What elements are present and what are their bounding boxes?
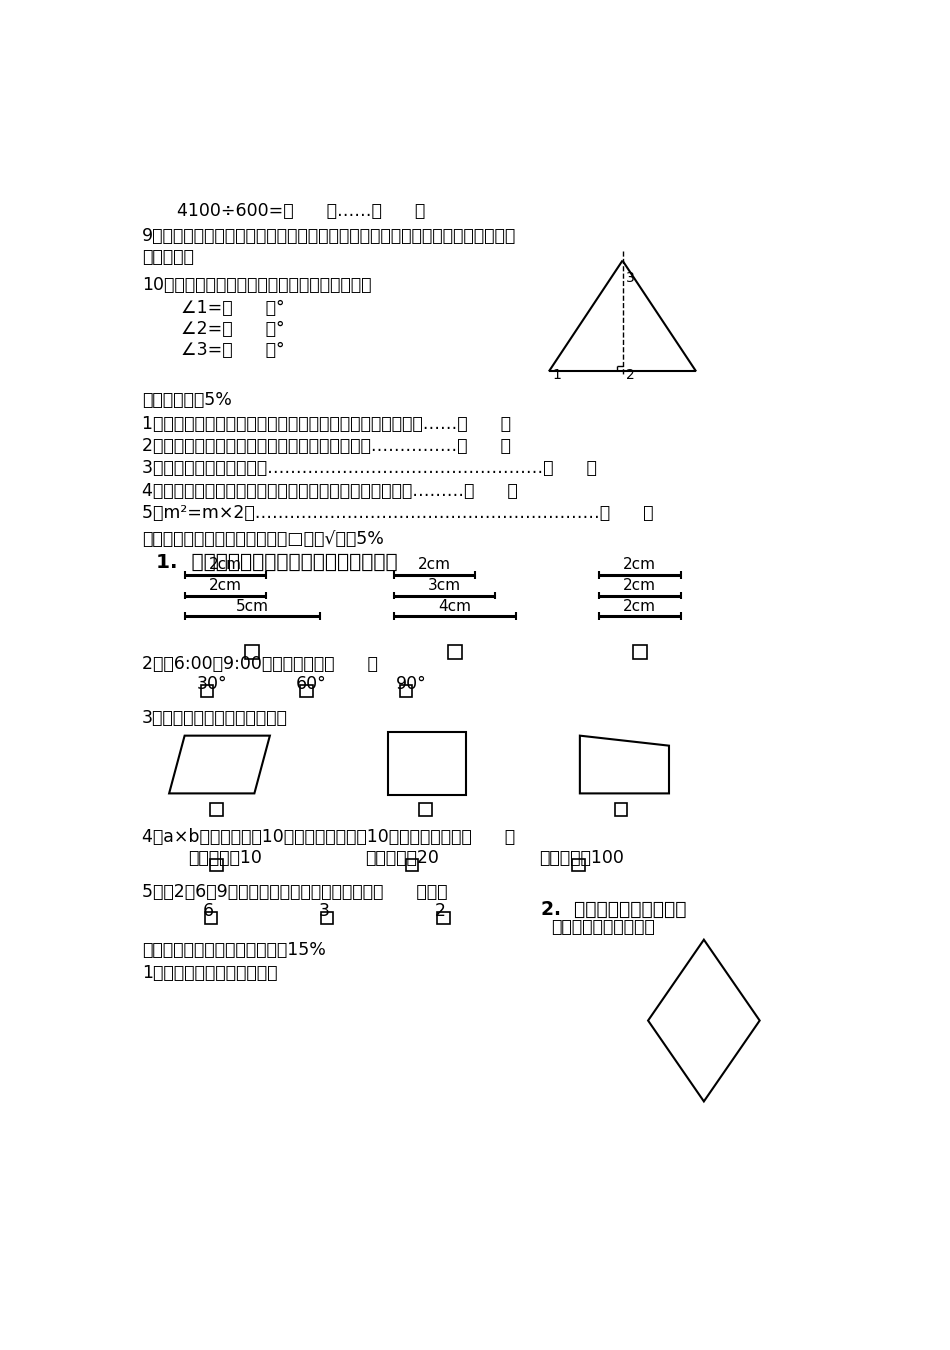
Bar <box>321 913 333 925</box>
Bar <box>448 645 462 659</box>
Text: ）场比赛。: ）场比赛。 <box>142 248 194 266</box>
Bar <box>210 859 222 871</box>
Text: 2: 2 <box>435 902 446 919</box>
Text: 2cm: 2cm <box>208 578 241 593</box>
Text: 2cm: 2cm <box>623 558 656 572</box>
Text: 3、三角形是轴对称图形。…………………………………………（      ）: 3、三角形是轴对称图形。…………………………………………（ ） <box>142 459 597 477</box>
Text: 原来的积乘20: 原来的积乘20 <box>365 849 439 867</box>
Bar <box>300 684 313 697</box>
Text: ∠1=（      ）°: ∠1=（ ）° <box>180 300 284 317</box>
Text: 2: 2 <box>626 367 635 382</box>
Text: 2cm: 2cm <box>418 558 450 572</box>
Bar <box>437 913 449 925</box>
Bar <box>245 645 259 659</box>
Bar <box>210 803 222 815</box>
Text: ∠2=（      ）°: ∠2=（ ）° <box>180 320 284 338</box>
Text: 4、a×b的一个乘数乘10，另一个乘数也乘10，所得的积等于（      ）: 4、a×b的一个乘数乘10，另一个乘数也乘10，所得的积等于（ ） <box>142 828 515 846</box>
Text: 9、四年级五个班的同学进行拔河比赛，每个班之间进行一场比赛，一共要进行（: 9、四年级五个班的同学进行拔河比赛，每个班之间进行一场比赛，一共要进行（ <box>142 227 516 246</box>
Text: ∠3=（      ）°: ∠3=（ ）° <box>180 340 284 359</box>
Text: 2cm: 2cm <box>208 558 241 572</box>
Text: 原来的积乘100: 原来的积乘100 <box>540 849 624 867</box>
Text: 三、判断题。5%: 三、判断题。5% <box>142 392 232 409</box>
Text: 3、哪个图形不是轴对称图形？: 3、哪个图形不是轴对称图形？ <box>142 709 288 726</box>
Text: 2、从6:00到9:00，时针旋转了（      ）: 2、从6:00到9:00，时针旋转了（ ） <box>142 655 378 672</box>
Text: 2.  画出下面图形的对称轴: 2. 画出下面图形的对称轴 <box>542 899 687 918</box>
Text: 5cm: 5cm <box>236 599 269 614</box>
Text: 4、在一道算式中添减括号，可以改变这道题的运算顺序。………（      ）: 4、在一道算式中添减括号，可以改变这道题的运算顺序。………（ ） <box>142 482 518 500</box>
Bar <box>420 803 432 815</box>
Text: 3: 3 <box>318 902 330 919</box>
Text: 6: 6 <box>202 902 214 919</box>
Text: 10、右边是一个等边三角形和它的一条对称轴。: 10、右边是一个等边三角形和它的一条对称轴。 <box>142 275 371 294</box>
Bar <box>633 645 647 659</box>
Text: 2、所有的素数都是奇数，所有的合数都是偶数。……………（      ）: 2、所有的素数都是奇数，所有的合数都是偶数。……………（ ） <box>142 437 511 455</box>
Text: 五、根据要求画一画，填一填。15%: 五、根据要求画一画，填一填。15% <box>142 941 326 960</box>
Text: 1、在下面梯形里画一条高，: 1、在下面梯形里画一条高， <box>142 964 277 983</box>
Bar <box>615 803 627 815</box>
Text: 5、由2、6、9三个数字组成的不同的三位数有（      ）个。: 5、由2、6、9三个数字组成的不同的三位数有（ ）个。 <box>142 883 447 900</box>
Text: 3cm: 3cm <box>428 578 461 593</box>
Bar <box>400 684 412 697</box>
Text: 原来的积乘10: 原来的积乘10 <box>188 849 262 867</box>
Text: 4cm: 4cm <box>439 599 471 614</box>
Text: 60°: 60° <box>295 675 326 693</box>
Bar <box>200 684 214 697</box>
Text: 30°: 30° <box>197 675 227 693</box>
Text: 1.  哪组的三条线段不能围成一个三角形。: 1. 哪组的三条线段不能围成一个三角形。 <box>156 554 397 572</box>
Text: 3: 3 <box>626 271 635 285</box>
Bar <box>389 732 466 795</box>
Text: 4100÷600=（      ）……（      ）: 4100÷600=（ ）……（ ） <box>177 202 426 220</box>
Text: 1: 1 <box>553 367 561 382</box>
Text: 90°: 90° <box>395 675 427 693</box>
Bar <box>205 913 218 925</box>
Text: 四、选择题（在正确答案的下面□里打√）。5%: 四、选择题（在正确答案的下面□里打√）。5% <box>142 531 384 548</box>
Text: 2cm: 2cm <box>623 578 656 593</box>
Bar <box>406 859 418 871</box>
Text: 5、m²=m×2。……………………………………………………（      ）: 5、m²=m×2。……………………………………………………（ ） <box>142 504 654 522</box>
Text: 2cm: 2cm <box>623 599 656 614</box>
Text: （能画几条就画几条）: （能画几条就画几条） <box>551 918 655 936</box>
Bar <box>572 859 584 871</box>
Text: 1、长方形是特殊的平行四边形，正方形又是特殊的长方形。……（      ）: 1、长方形是特殊的平行四边形，正方形又是特殊的长方形。……（ ） <box>142 414 511 432</box>
